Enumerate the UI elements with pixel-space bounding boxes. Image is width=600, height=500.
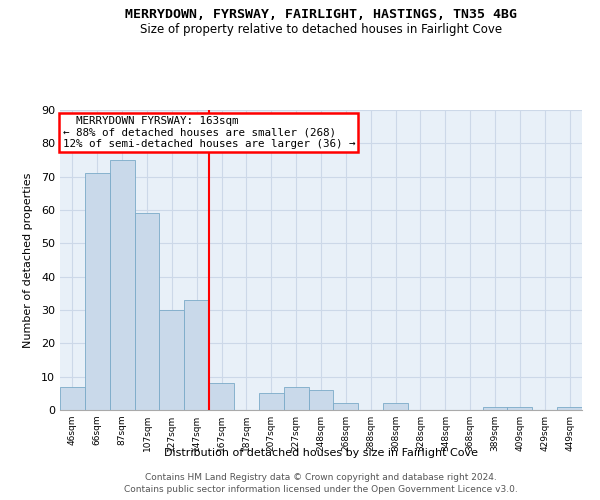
Text: MERRYDOWN, FYRSWAY, FAIRLIGHT, HASTINGS, TN35 4BG: MERRYDOWN, FYRSWAY, FAIRLIGHT, HASTINGS,… — [125, 8, 517, 20]
Text: Contains HM Land Registry data © Crown copyright and database right 2024.: Contains HM Land Registry data © Crown c… — [145, 473, 497, 482]
Text: Distribution of detached houses by size in Fairlight Cove: Distribution of detached houses by size … — [164, 448, 478, 458]
Bar — [308, 390, 334, 410]
Text: Size of property relative to detached houses in Fairlight Cove: Size of property relative to detached ho… — [140, 22, 502, 36]
Bar — [284, 386, 308, 410]
Bar — [383, 404, 408, 410]
Text: MERRYDOWN FYRSWAY: 163sqm  
← 88% of detached houses are smaller (268)
12% of se: MERRYDOWN FYRSWAY: 163sqm ← 88% of detac… — [62, 116, 355, 149]
Bar — [557, 406, 582, 410]
Bar — [209, 384, 234, 410]
Bar — [259, 394, 284, 410]
Text: Contains public sector information licensed under the Open Government Licence v3: Contains public sector information licen… — [124, 486, 518, 494]
Bar — [60, 386, 85, 410]
Y-axis label: Number of detached properties: Number of detached properties — [23, 172, 32, 348]
Bar — [184, 300, 209, 410]
Bar — [334, 404, 358, 410]
Bar — [482, 406, 508, 410]
Bar — [508, 406, 532, 410]
Bar — [85, 174, 110, 410]
Bar — [110, 160, 134, 410]
Bar — [134, 214, 160, 410]
Bar — [160, 310, 184, 410]
